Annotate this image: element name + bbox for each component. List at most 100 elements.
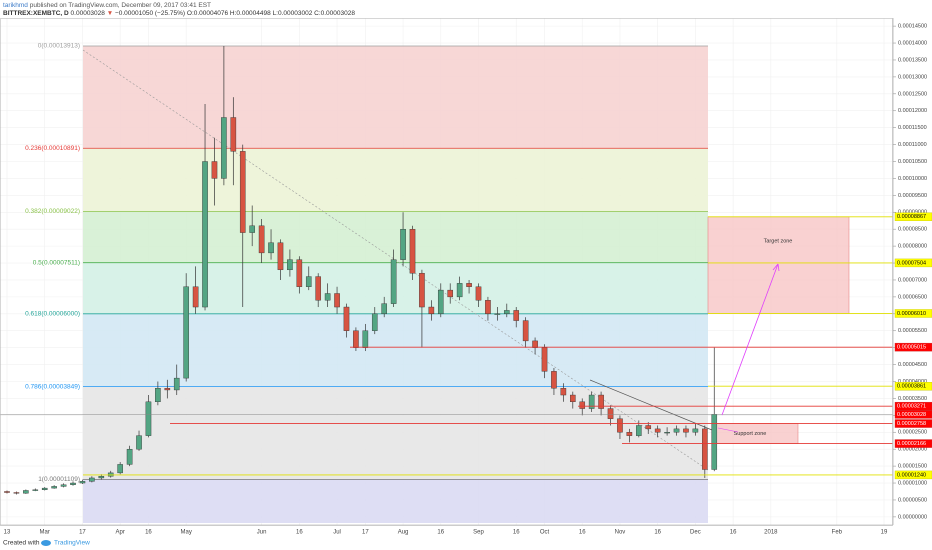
y-tick-label: 0.00013500 [898,57,927,63]
y-tick-label: 0.00007000 [898,277,927,283]
header-line-1: tarikhmd published on TradingView.com, D… [3,2,211,9]
candle-body [673,428,680,433]
candle-body [428,306,435,315]
candle-body [541,347,548,372]
header-line-2: BITTREX:XEMBTC, D 0.00003028 ▼ −0.000010… [3,10,355,17]
ohlc-high: H:0.00004498 [230,10,271,17]
level-label: 0.00005015 [897,345,926,351]
candle-body [353,330,359,348]
y-tick-label: 0.00008500 [898,227,927,233]
candle-body [70,482,76,485]
candle-body [51,486,57,489]
ohlc-close: C:0.00003028 [314,10,355,17]
x-tick-label: 16 [730,530,737,536]
candle-body [305,276,312,287]
x-tick-label: 16 [654,530,661,536]
candle-body [192,286,199,308]
candle-body [683,428,689,433]
y-tick-label: 0.00004500 [898,362,927,368]
candle-body [419,272,425,308]
y-tick-label: 0.00014500 [898,24,927,30]
level-label-bg [894,382,932,391]
x-tick-label: 16 [296,530,303,536]
arrow: ▼ [107,10,113,17]
candle-body [617,418,623,433]
candle-body [343,306,350,331]
candle-body [315,276,321,301]
x-tick-label: Feb [832,530,843,536]
level-label-bg [894,401,932,411]
price: 0.00003028 [71,10,106,17]
fib-band [83,211,708,263]
candle-body [494,313,501,315]
candle-body [173,377,180,391]
candle-body [692,428,699,433]
fib-label: 0.382(0.00009022) [25,208,80,215]
candle-body [183,286,189,379]
candle-body [371,313,378,331]
x-tick-label: 17 [362,530,369,536]
candle-body [485,300,491,315]
fib-label: 0.786(0.00003849) [25,383,80,390]
candle-body [60,484,67,487]
candle-body [221,117,227,179]
level-label-bg [894,258,932,268]
footer-brand[interactable]: TradingView [54,540,90,547]
level-label: 0.00003861 [897,384,926,390]
candle-body [626,432,633,436]
candle-body [654,428,661,433]
x-tick-label: 13 [4,530,11,536]
candle-body [664,432,670,434]
x-tick-label: Apr [115,530,124,536]
candle-body [211,161,218,179]
candle-body [155,388,161,403]
candle-body [117,464,123,474]
candle-body [456,283,463,298]
y-tick-label: 0.00010000 [898,176,927,182]
candle-body [409,228,416,274]
candle-body [164,388,171,391]
y-tick-label: 0.00010500 [898,159,927,165]
candle-body [296,259,303,287]
candle-body [23,490,29,494]
candle-body [381,303,388,315]
plot-area: 0(0.00013913) 0.236(0.00010891) 0.382(0.00… [0,18,932,536]
fib-band [83,479,708,523]
candle-body [513,310,520,321]
candle-body [98,476,105,479]
y-tick-label: 0.00000500 [898,497,927,503]
y-tick-label: 0.00000000 [898,514,927,520]
x-tick-label: 2018 [764,530,778,536]
level-label: 0.00008867 [897,214,926,220]
x-tick-label: Dec [690,530,701,536]
level-label: 0.00003271 [897,404,926,410]
y-tick-label: 0.00009500 [898,193,927,199]
y-tick-label: 0.00011500 [898,125,927,131]
author[interactable]: tarikhmd [3,2,28,9]
candle-body [89,477,95,482]
candle-body [324,293,331,301]
y-tick-label: 0.00005500 [898,328,927,334]
level-label: 0.00007504 [897,260,926,266]
fib-band [83,45,708,149]
candle-body [702,428,708,470]
x-tick-label: May [180,530,191,536]
candle-body [334,293,340,308]
y-tick-label: 0.00002000 [898,447,927,453]
candle-body [287,259,293,271]
annotation: Support zone [734,431,767,437]
candle-body [522,320,529,342]
y-tick-label: 0.00004000 [898,379,927,385]
candle-body [230,117,237,152]
level-label-bg [894,439,932,448]
x-tick-label: Oct [540,530,550,536]
level-label-bg [894,410,932,419]
candle-body [711,414,718,470]
candle-body [598,394,604,409]
x-tick-label: 16 [579,530,586,536]
fib-band [83,386,708,480]
level-label-bg [894,470,932,480]
x-tick-label: Nov [615,530,626,536]
